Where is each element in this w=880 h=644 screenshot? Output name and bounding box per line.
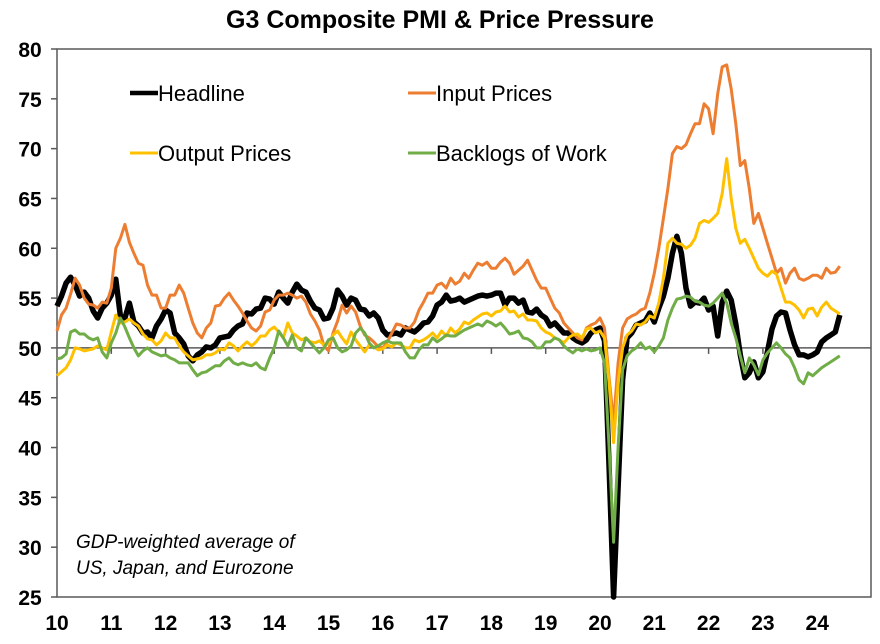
y-tick-label: 75 (18, 89, 42, 112)
y-tick-label: 55 (18, 288, 42, 311)
legend-item-backlogs-of-work: Backlogs of Work (408, 141, 608, 166)
y-tick-label: 80 (18, 39, 41, 62)
plot-frame (56, 48, 872, 598)
y-axis: 25 30 35 40 45 50 55 60 65 70 75 80 (18, 39, 57, 610)
legend-item-output-prices: Output Prices (130, 141, 291, 166)
annotation: GDP-weighted average of US, Japan, and E… (76, 532, 296, 579)
legend-label: Output Prices (158, 141, 291, 166)
y-tick-label: 40 (18, 438, 41, 461)
y-tick-label: 65 (18, 188, 42, 211)
x-tick-label: 20 (588, 612, 611, 635)
x-axis: 10 11 12 13 14 15 16 17 18 19 20 21 22 23 24 (45, 347, 830, 635)
series-layer (54, 63, 843, 600)
x-tick-label: 10 (45, 612, 68, 635)
legend-label: Headline (158, 81, 245, 106)
legend-item-input-prices: Input Prices (408, 81, 552, 106)
y-tick-label: 70 (18, 139, 41, 162)
legend-label: Input Prices (436, 81, 552, 106)
y-tick-label: 35 (18, 487, 42, 510)
series-line-input-prices (55, 63, 841, 425)
y-tick-label: 45 (18, 388, 42, 411)
x-tick-label: 21 (643, 612, 667, 635)
x-tick-label: 12 (154, 612, 177, 635)
legend-label: Backlogs of Work (436, 141, 608, 166)
x-tick-label: 24 (806, 612, 830, 635)
legend: Headline Input Prices Output Prices Backlog… (130, 81, 608, 166)
x-tick-label: 17 (425, 612, 448, 635)
y-tick-label: 50 (18, 338, 41, 361)
x-tick-label: 13 (208, 612, 231, 635)
x-tick-label: 19 (534, 612, 557, 635)
series-line-output-prices (56, 157, 841, 445)
x-tick-label: 22 (697, 612, 720, 635)
annotation-line-2: US, Japan, and Eurozone (76, 558, 294, 579)
x-tick-label: 14 (263, 612, 287, 635)
legend-item-headline: Headline (130, 81, 245, 106)
chart-title: G3 Composite PMI & Price Pressure (226, 6, 654, 34)
series-line-backlogs-of-work (56, 291, 841, 544)
annotation-line-1: GDP-weighted average of (76, 532, 296, 553)
x-tick-label: 23 (751, 612, 774, 635)
y-tick-label: 60 (18, 238, 41, 261)
x-tick-label: 11 (100, 612, 123, 635)
x-tick-label: 16 (371, 612, 394, 635)
y-tick-label: 30 (18, 537, 41, 560)
x-tick-label: 15 (317, 612, 341, 635)
y-tick-label: 25 (18, 587, 42, 610)
x-tick-label: 18 (480, 612, 504, 635)
